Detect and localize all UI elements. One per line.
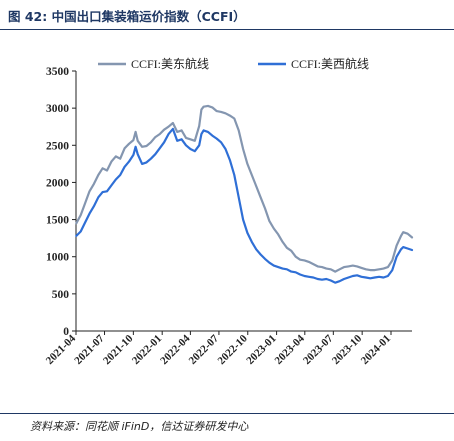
- x-tick-label: 2022-01: [130, 333, 164, 367]
- x-axis-ticks: 2021-042021-072021-102022-012022-042022-…: [44, 331, 393, 367]
- y-tick-label: 3000: [46, 103, 69, 115]
- x-tick-label: 2021-04: [44, 332, 79, 367]
- x-tick-label: 2023-10: [330, 332, 365, 367]
- x-tick-label: 2021-07: [72, 332, 107, 367]
- series-lines: [75, 104, 414, 284]
- x-tick-label: 2022-10: [215, 332, 250, 367]
- chart-legend: CCFI:美东航线 CCFI:美西航线: [98, 56, 369, 71]
- source-rule: [0, 413, 454, 414]
- y-tick-label: 1000: [46, 252, 69, 264]
- y-axis-ticks: 0 500 1000 1500 2000 2500 3000 3500: [46, 66, 76, 338]
- x-tick-label: 2023-07: [301, 332, 336, 367]
- y-tick-label: 2000: [46, 177, 69, 189]
- x-tick-label: 2023-01: [244, 333, 278, 367]
- chart-axes: [75, 71, 412, 332]
- series-line-us-east: [75, 104, 414, 273]
- y-tick-label: 0: [63, 326, 69, 338]
- title-rule: [0, 29, 454, 30]
- x-tick-label: 2022-04: [158, 332, 193, 367]
- legend-label: CCFI:美西航线: [291, 56, 369, 71]
- x-tick-label: 2024-01: [359, 333, 393, 367]
- legend-label: CCFI:美东航线: [131, 56, 209, 71]
- source-note: 资料来源：同花顺 iFinD，信达证券研发中心: [30, 420, 249, 433]
- series-line-us-west: [75, 127, 414, 284]
- figure-title: 图 42: 中国出口集装箱运价指数（CCFI）: [8, 9, 246, 24]
- x-tick-label: 2023-04: [273, 332, 308, 367]
- y-tick-label: 500: [52, 289, 70, 301]
- x-tick-label: 2021-10: [101, 332, 136, 367]
- y-tick-label: 3500: [46, 66, 69, 78]
- x-tick-label: 2022-07: [187, 332, 222, 367]
- y-tick-label: 2500: [46, 140, 69, 152]
- y-tick-label: 1500: [46, 215, 69, 227]
